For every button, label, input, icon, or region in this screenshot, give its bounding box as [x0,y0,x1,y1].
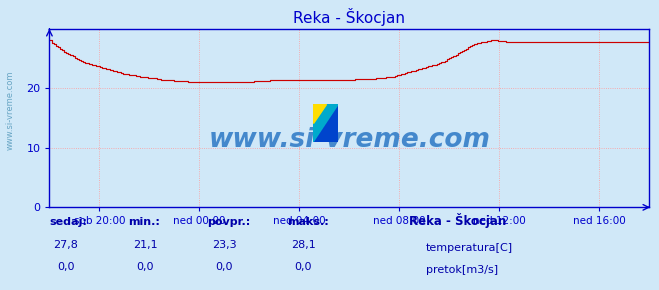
Text: 21,1: 21,1 [132,240,158,250]
Text: maks.:: maks.: [287,217,328,227]
Text: Reka - Škocjan: Reka - Škocjan [409,213,506,228]
Text: sedaj:: sedaj: [49,217,87,227]
Text: 0,0: 0,0 [57,262,74,272]
Text: www.si-vreme.com: www.si-vreme.com [5,70,14,150]
Text: 27,8: 27,8 [53,240,78,250]
Text: temperatura[C]: temperatura[C] [426,243,513,253]
Text: min.:: min.: [129,217,160,227]
Title: Reka - Škocjan: Reka - Škocjan [293,8,405,26]
Text: 0,0: 0,0 [295,262,312,272]
Text: 0,0: 0,0 [215,262,233,272]
Text: 0,0: 0,0 [136,262,154,272]
Text: povpr.:: povpr.: [208,217,251,227]
Text: pretok[m3/s]: pretok[m3/s] [426,265,498,275]
Polygon shape [313,104,326,123]
Text: www.si-vreme.com: www.si-vreme.com [208,126,490,153]
Text: 28,1: 28,1 [291,240,316,250]
Text: 23,3: 23,3 [212,240,237,250]
Polygon shape [313,104,338,142]
Polygon shape [313,104,338,142]
